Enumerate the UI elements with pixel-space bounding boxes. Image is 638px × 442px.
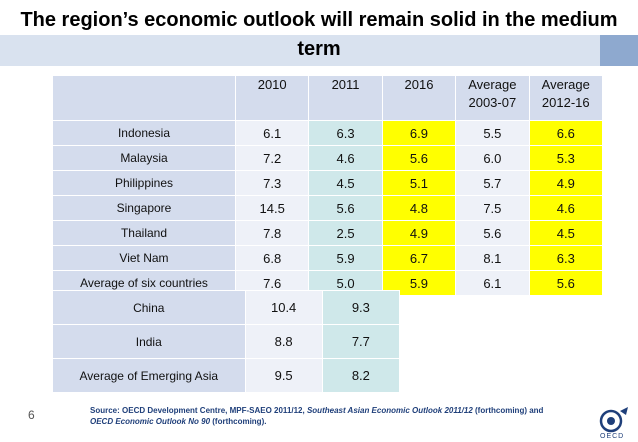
cell-2011: 8.2: [321, 358, 401, 393]
cell-2010: 7.2: [234, 145, 310, 171]
cell-avg-2012-16: 4.6: [528, 195, 604, 221]
cell-avg-2003-07: 8.1: [455, 245, 530, 271]
header-avg-2003-07-line2: 2003-07: [468, 95, 517, 110]
header-avg-2012-16-line1: Average: [541, 77, 590, 92]
row-label: Viet Nam: [52, 245, 236, 271]
cell-2011: 9.3: [321, 290, 401, 325]
cell-avg-2012-16: 4.5: [528, 220, 604, 246]
row-label: China: [52, 290, 246, 325]
source-suffix: (forthcoming).: [210, 417, 267, 426]
source-mid: (forthcoming) and: [472, 406, 544, 415]
header-2011: 2011: [308, 75, 383, 121]
cell-2010: 8.8: [244, 324, 323, 359]
growth-table: 2010 2011 2016 Average 2003-07 Average 201…: [52, 75, 604, 296]
table-row: Malaysia 7.2 4.6 5.6 6.0 5.3: [52, 145, 604, 171]
row-label: Indonesia: [52, 120, 236, 146]
row-label: Average of Emerging Asia: [52, 358, 246, 393]
cell-2010: 9.5: [244, 358, 323, 393]
cell-2010: 6.8: [234, 245, 310, 271]
row-label: Thailand: [52, 220, 236, 246]
row-label: Philippines: [52, 170, 236, 196]
oecd-logo-icon: [599, 407, 628, 433]
header-avg-2012-16-line2: 2012-16: [541, 95, 590, 110]
cell-2016: 4.9: [381, 220, 457, 246]
source-italic-eo: OECD Economic Outlook No 90: [90, 417, 211, 426]
cell-avg-2012-16: 5.3: [528, 145, 604, 171]
cell-2016: 6.7: [381, 245, 457, 271]
cell-2016: 5.9: [381, 270, 457, 296]
table-row: Philippines 7.3 4.5 5.1 5.7 4.9: [52, 170, 604, 196]
cell-2016: 6.9: [381, 120, 457, 146]
cell-avg-2012-16: 6.3: [528, 245, 604, 271]
cell-avg-2012-16: 5.6: [528, 270, 604, 296]
cell-2010: 6.1: [234, 120, 310, 146]
cell-2016: 4.8: [381, 195, 457, 221]
cell-2016: 5.6: [381, 145, 457, 171]
emerging-row: Average of Emerging Asia 9.5 8.2: [52, 358, 401, 393]
cell-avg-2003-07: 5.7: [455, 170, 530, 196]
cell-2010: 14.5: [234, 195, 310, 221]
cell-2011: 2.5: [308, 220, 383, 246]
cell-2010: 10.4: [244, 290, 323, 325]
emerging-asia-table: China 10.4 9.3 India 8.8 7.7 Average of Emergi…: [52, 290, 401, 393]
cell-avg-2012-16: 6.6: [528, 120, 604, 146]
cell-avg-2003-07: 5.5: [455, 120, 530, 146]
cell-2011: 6.3: [308, 120, 383, 146]
source-note: Source: OECD Development Centre, MPF-SAE…: [90, 405, 550, 427]
cell-2011: 5.9: [308, 245, 383, 271]
cell-2016: 5.1: [381, 170, 457, 196]
row-label: Singapore: [52, 195, 236, 221]
table-row: Thailand 7.8 2.5 4.9 5.6 4.5: [52, 220, 604, 246]
header-2016: 2016: [381, 75, 457, 121]
cell-avg-2003-07: 6.1: [455, 270, 530, 296]
cell-2011: 7.7: [321, 324, 401, 359]
cell-2011: 5.6: [308, 195, 383, 221]
slide-title: The region’s economic outlook will remai…: [20, 9, 618, 60]
table-header-row: 2010 2011 2016 Average 2003-07 Average 201…: [52, 75, 604, 121]
oecd-logo-text: OECD: [600, 433, 625, 440]
table-row: Viet Nam 6.8 5.9 6.7 8.1 6.3: [52, 245, 604, 271]
cell-2010: 7.8: [234, 220, 310, 246]
source-prefix: Source: OECD Development Centre, MPF-SAE…: [90, 406, 307, 415]
slide-number: 6: [28, 408, 35, 422]
cell-2011: 4.6: [308, 145, 383, 171]
table-row: Singapore 14.5 5.6 4.8 7.5 4.6: [52, 195, 604, 221]
row-label: Malaysia: [52, 145, 236, 171]
emerging-row: India 8.8 7.7: [52, 324, 401, 359]
header-avg-2003-07-line1: Average: [468, 77, 517, 92]
header-avg-2012-16: Average 2012-16: [528, 75, 604, 121]
cell-2010: 7.3: [234, 170, 310, 196]
source-italic-saeo: Southeast Asian Economic Outlook 2011/12: [306, 406, 473, 415]
emerging-row: China 10.4 9.3: [52, 290, 401, 325]
header-avg-2003-07: Average 2003-07: [455, 75, 530, 121]
header-2010: 2010: [234, 75, 310, 121]
header-empty-cell: [52, 75, 236, 121]
cell-avg-2003-07: 5.6: [455, 220, 530, 246]
cell-avg-2003-07: 7.5: [455, 195, 530, 221]
row-label: India: [52, 324, 246, 359]
cell-avg-2012-16: 4.9: [528, 170, 604, 196]
cell-2011: 4.5: [308, 170, 383, 196]
table-row: Indonesia 6.1 6.3 6.9 5.5 6.6: [52, 120, 604, 146]
cell-avg-2003-07: 6.0: [455, 145, 530, 171]
